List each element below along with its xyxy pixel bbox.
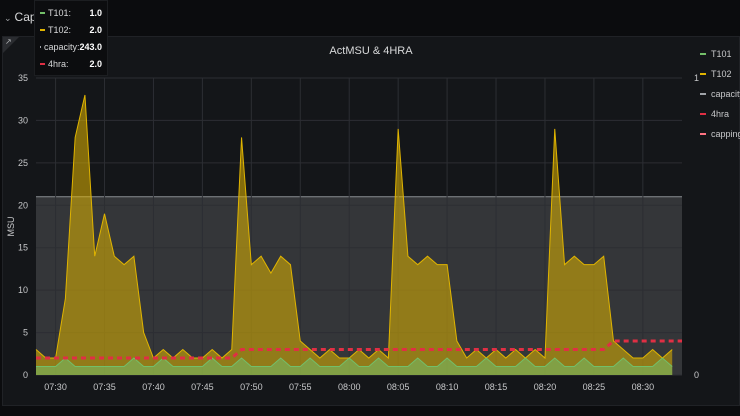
tooltip-swatch [40, 12, 45, 14]
series-area-T101 [36, 358, 673, 375]
x-tick-label: 08:25 [583, 382, 606, 392]
x-tick-label: 08:00 [338, 382, 361, 392]
x-tick-label: 07:30 [44, 382, 67, 392]
x-tick-label: 08:05 [387, 382, 410, 392]
tooltip-row: T101: 1.0 [40, 7, 102, 19]
tooltip-value: 1.0 [89, 8, 102, 18]
tooltip-swatch [40, 63, 45, 65]
y-axis-label: MSU [6, 217, 16, 237]
x-tick-label: 07:55 [289, 382, 312, 392]
legend-label: 4hra [711, 109, 730, 119]
row-header: ⌄Capacity [0, 0, 740, 36]
legend-swatch [700, 133, 706, 135]
panel-title[interactable]: ActMSU & 4HRA [329, 45, 413, 57]
x-tick-label: 08:30 [632, 382, 655, 392]
legend-item[interactable]: T102 [700, 64, 740, 84]
chart-legend: T101 T102 capacity 4hra capping [700, 44, 740, 144]
x-tick-label: 07:45 [191, 382, 214, 392]
legend-swatch [700, 73, 706, 75]
y-tick-label: 0 [23, 370, 28, 380]
x-tick-label: 07:40 [142, 382, 165, 392]
tooltip-series-name: 4hra: [48, 59, 69, 69]
legend-swatch [700, 53, 706, 55]
series-line-4hra [36, 339, 682, 360]
external-link-icon[interactable]: ↗ [5, 37, 12, 46]
tooltip-swatch [40, 29, 45, 31]
tooltip-row: 4hra: 2.0 [40, 58, 102, 70]
x-tick-label: 08:15 [485, 382, 508, 392]
y-tick-label: 5 [23, 328, 28, 338]
y-tick-label: 35 [18, 73, 28, 83]
chevron-down-icon[interactable]: ⌄ [4, 13, 12, 23]
x-tick-label: 07:50 [240, 382, 263, 392]
legend-item[interactable]: capacity [700, 84, 740, 104]
y-tick-label: 10 [18, 285, 28, 295]
legend-swatch [700, 93, 706, 95]
y2-tick-label: 1 [694, 73, 699, 83]
y-tick-label: 30 [18, 115, 28, 125]
legend-item[interactable]: T101 [700, 44, 740, 64]
chart-tooltip: T101: 1.0 T102: 2.0 capacity: 243.0 4hra: 2.… [34, 0, 108, 76]
series-line-T101 [36, 357, 673, 368]
x-tick-label: 07:35 [93, 382, 116, 392]
legend-item[interactable]: 4hra [700, 104, 740, 124]
y-tick-label: 20 [18, 200, 28, 210]
tooltip-row: T102: 2.0 [40, 24, 102, 36]
legend-label: T102 [711, 69, 732, 79]
y-tick-label: 25 [18, 158, 28, 168]
tooltip-row: capacity: 243.0 [40, 41, 102, 53]
tooltip-value: 2.0 [89, 59, 102, 69]
y2-tick-label: 0 [694, 370, 699, 380]
tooltip-series-name: capacity: [43, 42, 80, 52]
x-tick-label: 08:10 [436, 382, 459, 392]
tooltip-value: 243.0 [79, 42, 102, 52]
legend-swatch [700, 113, 706, 115]
legend-label: capping [711, 129, 740, 139]
tooltip-series-name: T102: [48, 25, 72, 35]
tooltip-swatch [40, 46, 41, 48]
tooltip-series-name: T101: [48, 8, 72, 18]
legend-label: capacity [711, 89, 740, 99]
legend-item[interactable]: capping [700, 124, 740, 144]
tooltip-value: 2.0 [89, 25, 102, 35]
x-tick-label: 08:20 [534, 382, 557, 392]
y-tick-label: 15 [18, 243, 28, 253]
legend-label: T101 [711, 49, 732, 59]
series-line-T102 [35, 94, 673, 360]
